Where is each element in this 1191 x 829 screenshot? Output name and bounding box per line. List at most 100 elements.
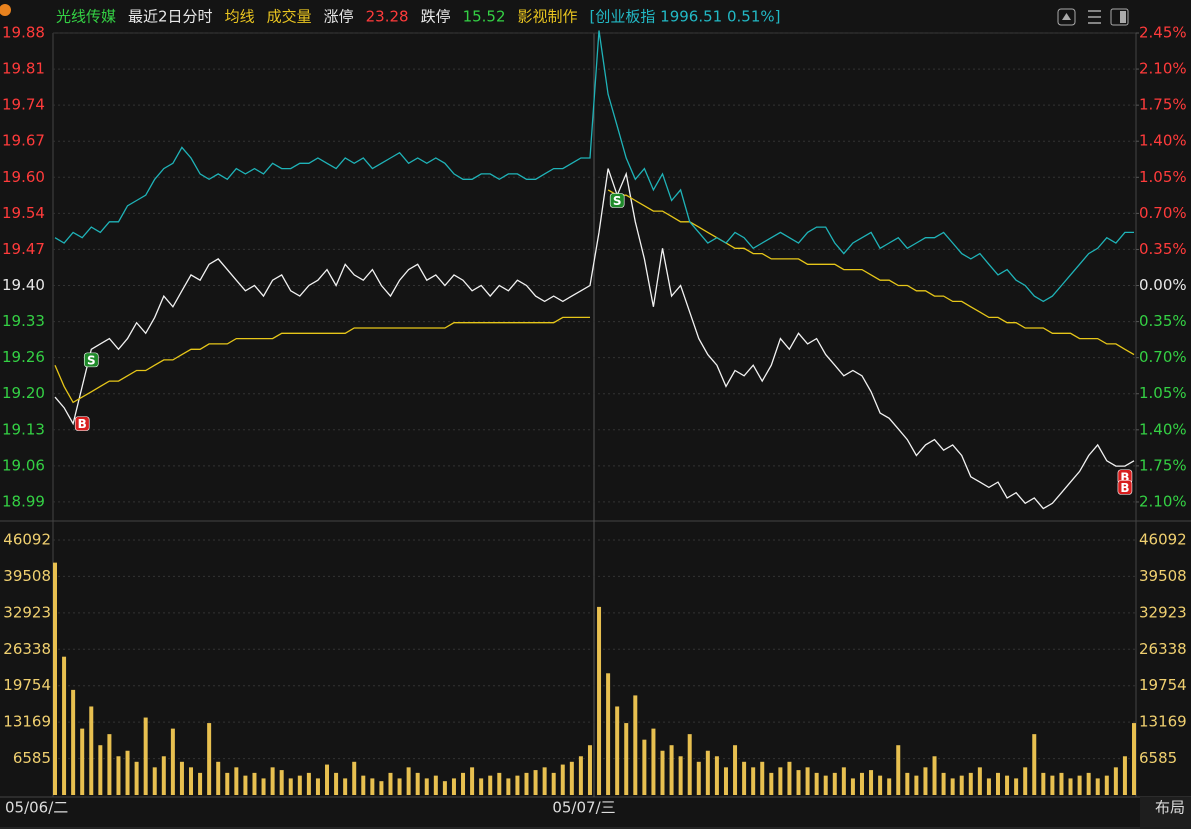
price-line (54, 30, 1134, 303)
volume-bar (334, 772, 339, 795)
volume-bar (941, 772, 946, 795)
volume-bar (787, 761, 792, 795)
volume-bar (143, 717, 148, 795)
volume-bar (461, 772, 466, 795)
volume-bar (488, 775, 493, 795)
volume-bar (261, 778, 266, 795)
y2-tick-label: 26338 (1139, 640, 1187, 658)
header-item: 影视制作 (518, 8, 578, 26)
header-item: 均线 (225, 8, 255, 26)
volume-bar (406, 767, 411, 795)
volume-bar (288, 778, 293, 795)
y2-tick-label: 2.10% (1139, 60, 1187, 78)
volume-bar (125, 750, 130, 795)
volume-bar (442, 781, 447, 795)
y2-tick-label: 39508 (1139, 567, 1187, 585)
volume-bar (1086, 772, 1091, 795)
volume-bar (551, 772, 556, 795)
volume-bar (1077, 775, 1082, 795)
volume-bar (606, 673, 611, 795)
trade-marker-box (1117, 480, 1133, 495)
y-tick-label: 19.74 (2, 96, 45, 114)
volume-bar (424, 778, 429, 795)
y2-tick-label: 1.75% (1139, 456, 1187, 474)
volume-bar (1068, 778, 1073, 795)
y-tick-label: 19.81 (2, 60, 45, 78)
trade-marker-box (609, 193, 625, 208)
volume-bar (696, 761, 701, 795)
volume-bar (1113, 767, 1118, 795)
volume-bar (80, 728, 85, 795)
y-tick-label: 19.60 (2, 168, 45, 186)
volume-bar (198, 772, 203, 795)
volume-bar (234, 767, 239, 795)
header-item: 23.28 (366, 8, 409, 26)
volume-bar (479, 778, 484, 795)
volume-bar (651, 728, 656, 795)
volume-bar (959, 775, 964, 795)
trade-marker-text: B (1120, 470, 1129, 484)
volume-bar (723, 767, 728, 795)
volume-bar (869, 770, 874, 795)
volume-bar (361, 775, 366, 795)
volume-bar (216, 761, 221, 795)
y2-tick-label: 0.35% (1139, 240, 1187, 258)
layout-button-bg[interactable] (1140, 797, 1191, 829)
volume-bar (297, 775, 302, 795)
layout-button[interactable]: 布局 (1155, 799, 1185, 817)
app-icon (0, 4, 11, 16)
header-item: 成交量 (267, 8, 312, 26)
icon-menu[interactable] (1088, 10, 1101, 24)
y2-tick-label: 0.35% (1139, 312, 1187, 330)
trade-marker-box (83, 352, 99, 368)
icon-panel[interactable] (1110, 8, 1129, 26)
volume-bar (714, 756, 719, 795)
volume-bar (597, 606, 602, 795)
trade-marker-box (74, 416, 90, 431)
date-label: 05/06/二 (5, 799, 68, 817)
volume-bar (470, 767, 475, 795)
y-tick-label: 19.67 (2, 132, 45, 150)
trade-marker: S (609, 193, 625, 208)
icon-up[interactable] (1057, 8, 1076, 26)
volume-bar (189, 767, 194, 795)
y2-tick-label: 13169 (1139, 713, 1187, 731)
y2-tick-label: 1.05% (1139, 384, 1187, 402)
trade-marker-text: S (87, 353, 96, 367)
y2-tick-label: 1.40% (1139, 132, 1187, 150)
volume-bar (134, 761, 139, 795)
icon-panel-fill (1120, 11, 1126, 23)
volume-bar (397, 778, 402, 795)
y-tick-label: 19.54 (2, 204, 45, 222)
volume-bar (116, 756, 121, 795)
volume-bar (914, 775, 919, 795)
volume-bar (814, 772, 819, 795)
volume-bar (370, 778, 375, 795)
trade-marker: S (83, 352, 99, 368)
volume-bar (896, 745, 901, 795)
y2-tick-label: 6585 (1139, 749, 1177, 767)
volume-bar (705, 750, 710, 795)
y-tick-label: 19754 (3, 676, 51, 694)
volume-bar (660, 750, 665, 795)
volume-bar (742, 761, 747, 795)
y-tick-label: 46092 (3, 531, 51, 549)
volume-bar (1122, 756, 1127, 795)
header-item: 跌停 (421, 8, 451, 26)
volume-bar (1014, 778, 1019, 795)
volume-bar (170, 728, 175, 795)
volume-bar (805, 767, 810, 795)
y2-tick-label: 32923 (1139, 603, 1187, 621)
volume-bar (841, 767, 846, 795)
volume-bar (179, 761, 184, 795)
volume-bar (388, 772, 393, 795)
volume-bar (587, 745, 592, 795)
y2-tick-label: 1.40% (1139, 420, 1187, 438)
volume-bar (1005, 775, 1010, 795)
y2-tick-label: 1.05% (1139, 168, 1187, 186)
y-tick-label: 19.06 (2, 456, 45, 474)
volume-bar (769, 772, 774, 795)
volume-bar (497, 772, 502, 795)
volume-bar (325, 764, 330, 795)
